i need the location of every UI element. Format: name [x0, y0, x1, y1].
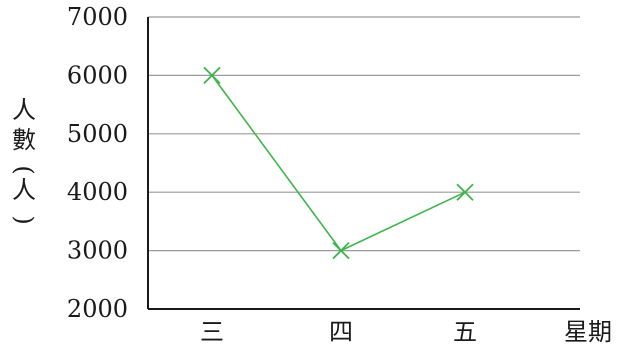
y-axis-title-char: 人: [12, 176, 36, 204]
y-tick-label: 4000: [67, 178, 128, 206]
y-axis-title-char: (: [10, 165, 38, 174]
x-tick-label: 三: [200, 318, 224, 346]
grid-lines: [148, 16, 580, 252]
y-tick-label: 6000: [67, 61, 128, 89]
series-layer: [203, 66, 474, 260]
y-axis-title-char: 人: [12, 96, 36, 124]
y-tick-label: 3000: [67, 237, 128, 265]
x-axis-title: 星期: [564, 318, 612, 346]
y-tick-label: 2000: [67, 295, 128, 323]
y-axis-title-char: ): [10, 215, 38, 224]
data-point-marker: [456, 183, 474, 201]
y-axis-title-char: 數: [12, 126, 36, 154]
data-point-marker: [203, 66, 221, 85]
axes: [147, 17, 580, 310]
y-tick-labels: 2000 3000 4000 5000 6000 7000: [67, 3, 128, 323]
x-tick-label: 四: [329, 318, 353, 346]
x-tick-label: 五: [453, 318, 477, 346]
x-tick-labels: 三四五: [200, 318, 477, 346]
y-tick-label: 5000: [67, 120, 128, 148]
data-point-marker: [332, 241, 350, 260]
y-tick-label: 7000: [67, 3, 128, 31]
series-line: [211, 74, 466, 252]
y-axis-title: 人數 ( 人): [10, 96, 38, 225]
